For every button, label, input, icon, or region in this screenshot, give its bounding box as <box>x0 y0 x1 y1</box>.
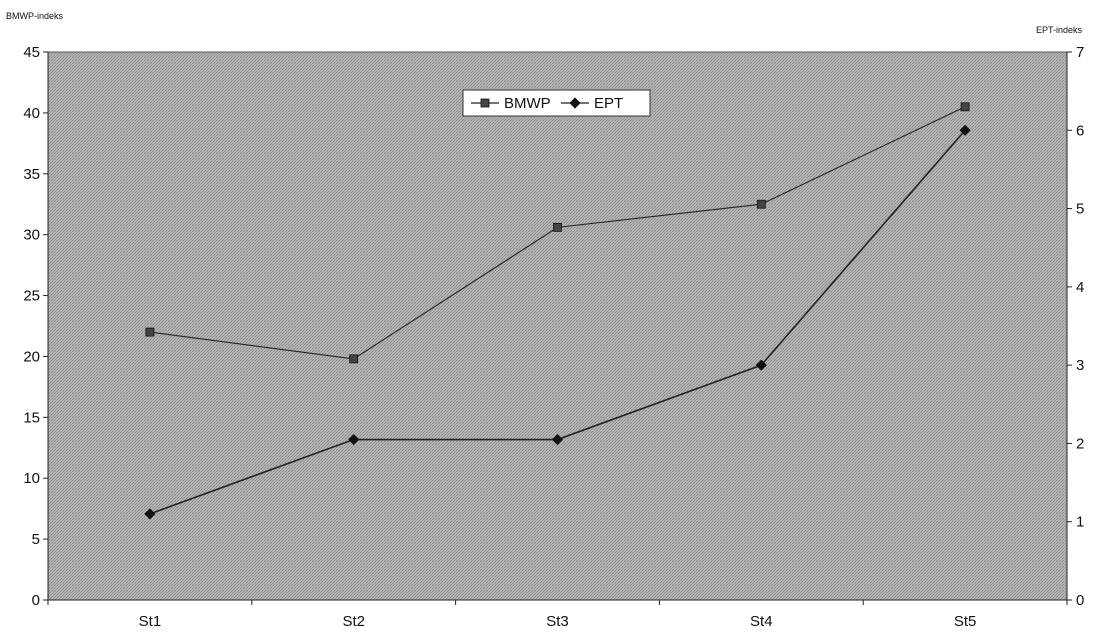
data-point-bmwp <box>756 199 766 209</box>
plot-area <box>47 51 1068 601</box>
left-tick-label: 30 <box>23 227 40 244</box>
left-tick-label: 5 <box>32 531 40 548</box>
left-tick-label: 20 <box>23 348 40 365</box>
x-category-label: St2 <box>342 613 365 630</box>
left-tick-label: 0 <box>32 592 40 609</box>
legend: BMWP EPT <box>462 89 651 117</box>
left-axis-title: BMWP-indeks <box>6 11 64 21</box>
left-tick-label: 45 <box>23 44 40 61</box>
right-tick-label: 0 <box>1076 592 1084 609</box>
left-tick-label: 40 <box>23 105 40 122</box>
legend-item-bmwp: BMWP <box>471 95 551 112</box>
x-category-label: St3 <box>546 613 569 630</box>
data-point-ept <box>348 433 360 446</box>
legend-label: EPT <box>594 95 623 112</box>
data-point-ept <box>551 433 564 446</box>
data-point-bmwp <box>349 354 359 364</box>
data-point-ept <box>144 508 156 520</box>
right-tick-label: 5 <box>1076 201 1084 218</box>
legend-label: BMWP <box>504 95 551 112</box>
data-point-bmwp <box>553 222 562 232</box>
x-axis: St1 St2 St3 St4 St5 <box>47 599 1068 630</box>
right-y-axis: 0 1 2 3 4 5 6 7 <box>1066 44 1084 609</box>
data-point-ept <box>755 359 767 371</box>
left-tick-label: 15 <box>23 409 40 426</box>
left-tick-label: 35 <box>23 166 40 183</box>
legend-item-ept: EPT <box>561 95 623 112</box>
right-tick-label: 7 <box>1076 44 1084 61</box>
left-tick-label: 25 <box>23 288 40 305</box>
data-point-ept <box>959 124 971 136</box>
right-tick-label: 2 <box>1076 435 1084 452</box>
right-tick-label: 6 <box>1076 122 1084 139</box>
legend-marker <box>569 97 581 109</box>
series-ept <box>144 124 971 520</box>
right-tick-label: 1 <box>1076 514 1084 531</box>
x-category-label: St1 <box>139 613 162 630</box>
left-y-axis: 0 5 10 15 20 25 30 35 40 45 <box>23 44 49 609</box>
right-tick-label: 4 <box>1076 279 1084 296</box>
series-bmwp <box>145 102 970 364</box>
x-category-label: St4 <box>750 613 773 630</box>
right-axis-title: EPT-indeks <box>1036 25 1083 35</box>
data-point-bmwp <box>960 102 970 112</box>
series-layer <box>144 102 971 520</box>
data-point-bmwp <box>145 327 155 337</box>
legend-marker <box>480 98 490 108</box>
left-tick-label: 10 <box>23 470 40 487</box>
x-category-label: St5 <box>954 613 977 630</box>
right-tick-label: 3 <box>1076 357 1084 374</box>
